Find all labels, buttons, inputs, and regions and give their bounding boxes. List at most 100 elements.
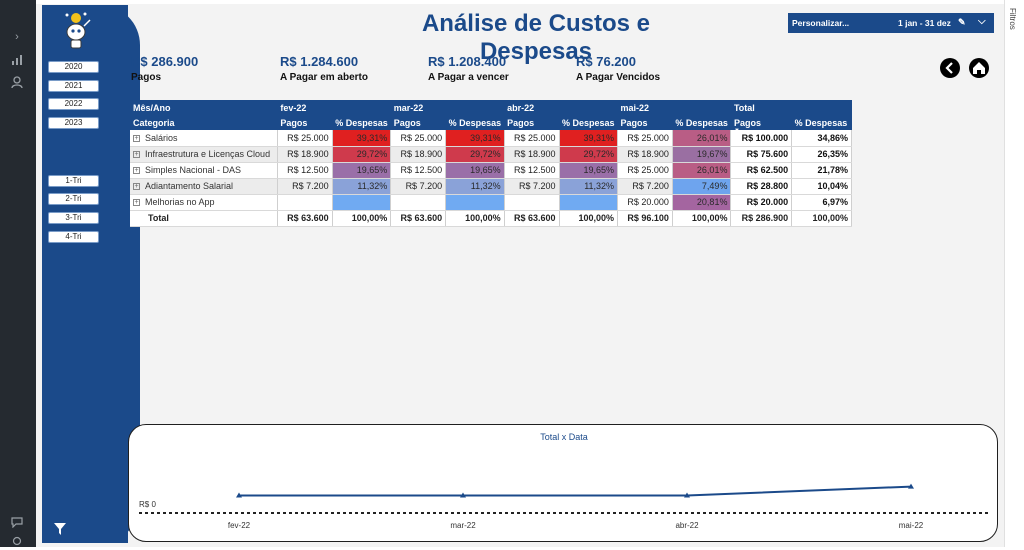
percent-cell[interactable]: 39,31% (445, 130, 505, 147)
value-cell[interactable] (390, 194, 447, 211)
value-cell[interactable]: R$ 62.500 (730, 162, 793, 179)
category-cell[interactable]: + Adiantamento Salarial (130, 178, 278, 195)
col-header[interactable]: % Despesas (791, 115, 852, 130)
expand-plus-icon[interactable]: + (133, 167, 140, 175)
data-point-marker[interactable] (460, 492, 466, 498)
percent-cell[interactable]: 20,81% (672, 194, 732, 211)
bar-chart-icon[interactable] (8, 54, 26, 68)
value-cell[interactable]: R$ 100.000 (730, 130, 793, 147)
percent-cell[interactable]: 19,67% (672, 146, 732, 163)
percent-cell[interactable]: 39,31% (332, 130, 392, 147)
value-cell[interactable]: R$ 18.900 (617, 146, 673, 163)
date-range-slicer[interactable]: Personalizar... 1 jan - 31 dez ✎ ⌵ (788, 13, 994, 33)
percent-cell[interactable]: 21,78% (791, 162, 852, 179)
filters-pane[interactable]: Filtros (1004, 0, 1024, 547)
data-point-marker[interactable] (684, 492, 690, 498)
table-row[interactable]: + Simples Nacional - DAS R$ 12.500 19,65% R$… (130, 162, 852, 179)
percent-cell[interactable]: 11,32% (332, 178, 392, 195)
percent-cell[interactable]: 7,49% (672, 178, 732, 195)
data-point-marker[interactable] (236, 492, 242, 498)
chevron-down-icon[interactable]: ⌵ (978, 16, 986, 27)
value-cell[interactable]: R$ 18.900 (504, 146, 560, 163)
quarter-button-2[interactable]: 2-Tri (48, 193, 99, 205)
expand-chevron-icon[interactable]: › (15, 31, 19, 43)
col-header[interactable]: % Despesas (559, 115, 618, 130)
year-button-2021[interactable]: 2021 (48, 80, 99, 92)
value-cell[interactable]: R$ 18.900 (390, 146, 447, 163)
category-cell[interactable]: + Salários (130, 130, 278, 147)
expand-plus-icon[interactable]: + (133, 134, 140, 142)
expand-plus-icon[interactable]: + (133, 151, 140, 159)
value-cell[interactable] (504, 194, 560, 211)
back-button[interactable] (940, 58, 960, 78)
percent-cell[interactable] (332, 194, 392, 211)
header-mar[interactable]: mar-22 (390, 100, 505, 115)
settings-icon[interactable] (8, 536, 26, 550)
value-cell[interactable]: R$ 25.000 (617, 130, 673, 147)
percent-cell[interactable]: 11,32% (559, 178, 619, 195)
edit-pencil-icon[interactable]: ✎ (958, 17, 966, 27)
expand-plus-icon[interactable]: + (133, 183, 140, 191)
category-cell[interactable]: + Simples Nacional - DAS (130, 162, 278, 179)
table-row[interactable]: + Salários R$ 25.000 39,31% R$ 25.000 39,31% R… (130, 130, 852, 147)
value-cell[interactable]: R$ 18.900 (277, 146, 333, 163)
percent-cell[interactable]: 19,65% (332, 162, 392, 179)
percent-cell[interactable]: 6,97% (791, 194, 852, 211)
value-cell[interactable]: R$ 20.000 (617, 194, 673, 211)
percent-cell[interactable]: 29,72% (445, 146, 505, 163)
value-cell[interactable]: R$ 12.500 (277, 162, 333, 179)
col-header[interactable]: % Despesas (332, 115, 391, 130)
value-cell[interactable]: R$ 7.200 (390, 178, 447, 195)
percent-cell[interactable]: 26,35% (791, 146, 852, 163)
percent-cell[interactable]: 26,01% (672, 162, 732, 179)
home-button[interactable] (969, 58, 989, 78)
table-row[interactable]: + Melhorias no App R$ 20.000 20,81% R$ 20.00… (130, 194, 852, 211)
col-header[interactable]: Pagos (504, 115, 559, 130)
year-button-2020[interactable]: 2020 (48, 61, 99, 73)
percent-cell[interactable]: 34,86% (791, 130, 852, 147)
percent-cell[interactable] (445, 194, 505, 211)
col-header[interactable]: Pagos (617, 115, 673, 130)
value-cell[interactable]: R$ 7.200 (277, 178, 333, 195)
percent-cell[interactable]: 26,01% (672, 130, 732, 147)
header-categoria[interactable]: Categoria (130, 115, 278, 130)
funnel-icon[interactable] (53, 522, 67, 536)
category-cell[interactable]: + Melhorias no App (130, 194, 278, 211)
value-cell[interactable]: R$ 75.600 (730, 146, 793, 163)
percent-cell[interactable]: 19,65% (445, 162, 505, 179)
value-cell[interactable]: R$ 25.000 (504, 130, 560, 147)
percent-cell[interactable]: 10,04% (791, 178, 852, 195)
col-header[interactable]: % Despesas (445, 115, 505, 130)
col-header-sorted[interactable]: Pagos ▼ (730, 115, 792, 134)
percent-cell[interactable]: 11,32% (445, 178, 505, 195)
quarter-button-4[interactable]: 4-Tri (48, 231, 99, 243)
col-header[interactable]: % Despesas (672, 115, 731, 130)
percent-cell[interactable]: 29,72% (332, 146, 392, 163)
chat-icon[interactable] (8, 516, 26, 530)
percent-cell[interactable]: 39,31% (559, 130, 619, 147)
user-icon[interactable] (8, 76, 26, 90)
header-total[interactable]: Total (730, 100, 852, 115)
percent-cell[interactable] (559, 194, 619, 211)
header-mai[interactable]: mai-22 (617, 100, 731, 115)
value-cell[interactable]: R$ 12.500 (390, 162, 447, 179)
expand-plus-icon[interactable]: + (133, 199, 140, 207)
col-header[interactable]: Pagos (277, 115, 333, 130)
header-fev[interactable]: fev-22 (277, 100, 391, 115)
value-cell[interactable]: R$ 28.800 (730, 178, 793, 195)
value-cell[interactable]: R$ 12.500 (504, 162, 560, 179)
year-button-2023[interactable]: 2023 (48, 117, 99, 129)
value-cell[interactable] (277, 194, 333, 211)
category-cell[interactable]: + Infraestrutura e Licenças Cloud (130, 146, 278, 163)
header-abr[interactable]: abr-22 (504, 100, 618, 115)
value-cell[interactable]: R$ 7.200 (504, 178, 560, 195)
table-row[interactable]: + Adiantamento Salarial R$ 7.200 11,32% R$ 7… (130, 178, 852, 195)
value-cell[interactable]: R$ 25.000 (390, 130, 447, 147)
percent-cell[interactable]: 29,72% (559, 146, 619, 163)
percent-cell[interactable]: 19,65% (559, 162, 619, 179)
value-cell[interactable]: R$ 25.000 (617, 162, 673, 179)
year-button-2022[interactable]: 2022 (48, 98, 99, 110)
value-cell[interactable]: R$ 25.000 (277, 130, 333, 147)
col-header[interactable]: Pagos (390, 115, 446, 130)
value-cell[interactable]: R$ 7.200 (617, 178, 673, 195)
